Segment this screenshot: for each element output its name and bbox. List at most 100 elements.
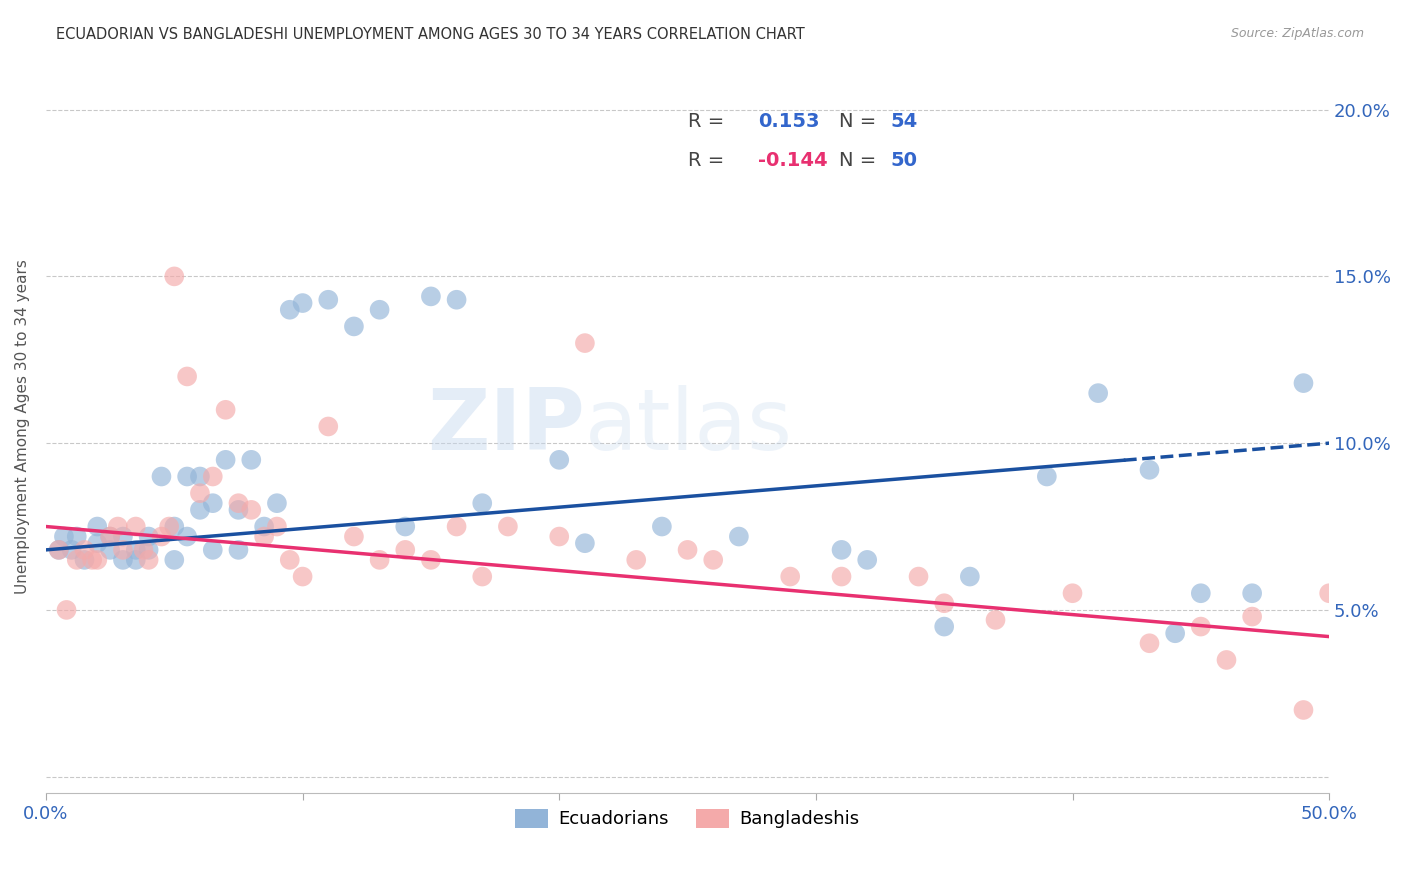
Point <box>138 542 160 557</box>
Point <box>626 553 648 567</box>
Point <box>676 542 699 557</box>
Point <box>266 519 288 533</box>
Point <box>446 519 468 533</box>
Text: N =: N = <box>839 112 876 131</box>
Point <box>394 519 416 533</box>
Text: ECUADORIAN VS BANGLADESHI UNEMPLOYMENT AMONG AGES 30 TO 34 YEARS CORRELATION CHA: ECUADORIAN VS BANGLADESHI UNEMPLOYMENT A… <box>56 27 806 42</box>
Point <box>253 519 276 533</box>
Point <box>150 469 173 483</box>
Point <box>856 553 879 567</box>
Point <box>86 553 108 567</box>
Point <box>60 542 83 557</box>
Point <box>214 402 236 417</box>
Point <box>934 619 956 633</box>
Point <box>1292 376 1315 391</box>
Point <box>316 419 339 434</box>
Point <box>86 536 108 550</box>
Point <box>278 553 301 567</box>
Point <box>201 469 224 483</box>
Point <box>176 529 198 543</box>
Point <box>111 542 134 557</box>
Point <box>831 542 853 557</box>
Point <box>446 293 468 307</box>
Point <box>55 603 77 617</box>
Point <box>1292 703 1315 717</box>
Point <box>253 529 276 543</box>
Point <box>228 503 250 517</box>
Point <box>496 519 519 533</box>
Point <box>1189 586 1212 600</box>
Point <box>111 553 134 567</box>
Point <box>316 293 339 307</box>
Point <box>651 519 673 533</box>
Point <box>831 569 853 583</box>
Point <box>163 519 186 533</box>
Point <box>228 542 250 557</box>
Point <box>125 553 148 567</box>
Point <box>728 529 751 543</box>
Point <box>1164 626 1187 640</box>
Point <box>98 542 121 557</box>
Point <box>574 336 596 351</box>
Point <box>240 453 263 467</box>
Point <box>779 569 801 583</box>
Point <box>343 319 366 334</box>
Text: -0.144: -0.144 <box>758 152 828 170</box>
Y-axis label: Unemployment Among Ages 30 to 34 years: Unemployment Among Ages 30 to 34 years <box>15 259 30 594</box>
Point <box>291 569 314 583</box>
Point <box>548 453 571 467</box>
Point <box>125 542 148 557</box>
Point <box>984 613 1007 627</box>
Text: N =: N = <box>839 152 876 170</box>
Point <box>73 542 96 557</box>
Point <box>163 553 186 567</box>
Point <box>394 542 416 557</box>
Point <box>702 553 724 567</box>
Point <box>907 569 929 583</box>
Legend: Ecuadorians, Bangladeshis: Ecuadorians, Bangladeshis <box>508 802 868 836</box>
Point <box>1139 636 1161 650</box>
Point <box>48 542 70 557</box>
Point <box>419 289 441 303</box>
Point <box>471 569 494 583</box>
Point <box>1062 586 1084 600</box>
Point <box>1317 586 1340 600</box>
Point <box>73 553 96 567</box>
Point <box>111 529 134 543</box>
Point <box>471 496 494 510</box>
Text: 0.153: 0.153 <box>758 112 820 131</box>
Point <box>188 503 211 517</box>
Point <box>228 496 250 510</box>
Point <box>176 469 198 483</box>
Point <box>291 296 314 310</box>
Point <box>188 486 211 500</box>
Point <box>66 529 89 543</box>
Text: Source: ZipAtlas.com: Source: ZipAtlas.com <box>1230 27 1364 40</box>
Point <box>1241 609 1264 624</box>
Point <box>138 553 160 567</box>
Point <box>1087 386 1109 401</box>
Point <box>548 529 571 543</box>
Point <box>1215 653 1237 667</box>
Point <box>959 569 981 583</box>
Point <box>157 519 180 533</box>
Point <box>163 269 186 284</box>
Point <box>176 369 198 384</box>
Point <box>48 542 70 557</box>
Point <box>125 519 148 533</box>
Point <box>934 596 956 610</box>
Point <box>201 542 224 557</box>
Point <box>1189 619 1212 633</box>
Point <box>66 553 89 567</box>
Point <box>150 529 173 543</box>
Point <box>82 553 104 567</box>
Point <box>266 496 288 510</box>
Point <box>368 553 391 567</box>
Point <box>138 529 160 543</box>
Text: 54: 54 <box>890 112 918 131</box>
Text: R =: R = <box>688 112 724 131</box>
Point <box>98 529 121 543</box>
Point <box>132 542 155 557</box>
Point <box>419 553 441 567</box>
Point <box>240 503 263 517</box>
